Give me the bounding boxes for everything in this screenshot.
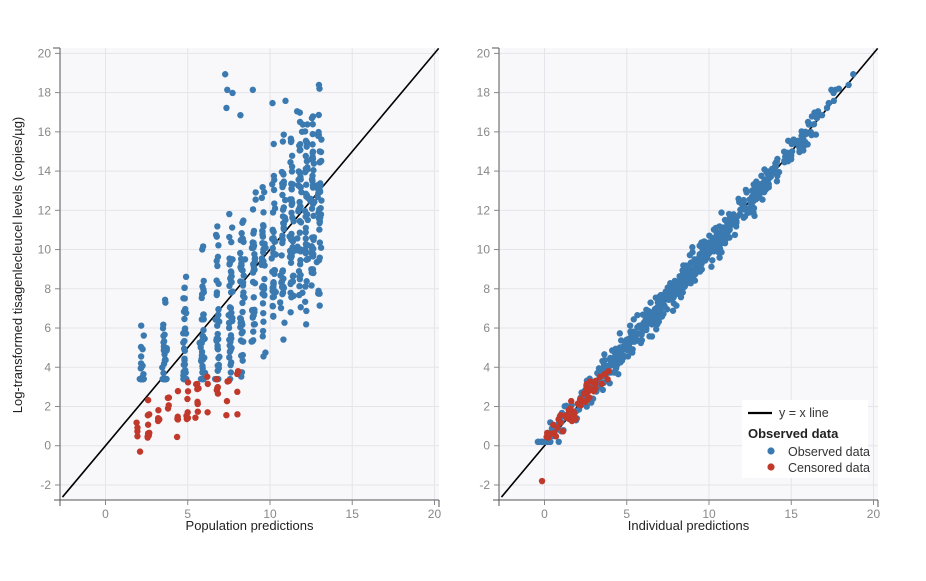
- svg-text:4: 4: [483, 360, 490, 374]
- svg-text:6: 6: [483, 321, 490, 335]
- svg-text:20: 20: [38, 46, 52, 60]
- svg-text:-2: -2: [479, 478, 490, 492]
- svg-text:Censored data: Censored data: [788, 461, 870, 475]
- svg-text:-2: -2: [40, 478, 51, 492]
- svg-text:10: 10: [38, 243, 52, 257]
- svg-text:0: 0: [44, 439, 51, 453]
- svg-text:8: 8: [483, 282, 490, 296]
- svg-text:14: 14: [38, 164, 52, 178]
- svg-text:Observed data: Observed data: [748, 426, 839, 441]
- svg-text:Observed data: Observed data: [788, 445, 870, 459]
- svg-text:8: 8: [44, 282, 51, 296]
- svg-text:18: 18: [38, 86, 52, 100]
- svg-text:y = x line: y = x line: [779, 406, 829, 420]
- svg-text:14: 14: [477, 164, 491, 178]
- svg-text:2: 2: [44, 400, 51, 414]
- svg-text:16: 16: [38, 125, 52, 139]
- svg-text:2: 2: [483, 400, 490, 414]
- svg-text:12: 12: [38, 203, 52, 217]
- svg-text:6: 6: [44, 321, 51, 335]
- svg-text:16: 16: [477, 125, 491, 139]
- svg-text:4: 4: [44, 360, 51, 374]
- svg-text:10: 10: [477, 243, 491, 257]
- svg-text:20: 20: [477, 46, 491, 60]
- svg-text:0: 0: [483, 439, 490, 453]
- svg-text:12: 12: [477, 203, 491, 217]
- svg-text:18: 18: [477, 86, 491, 100]
